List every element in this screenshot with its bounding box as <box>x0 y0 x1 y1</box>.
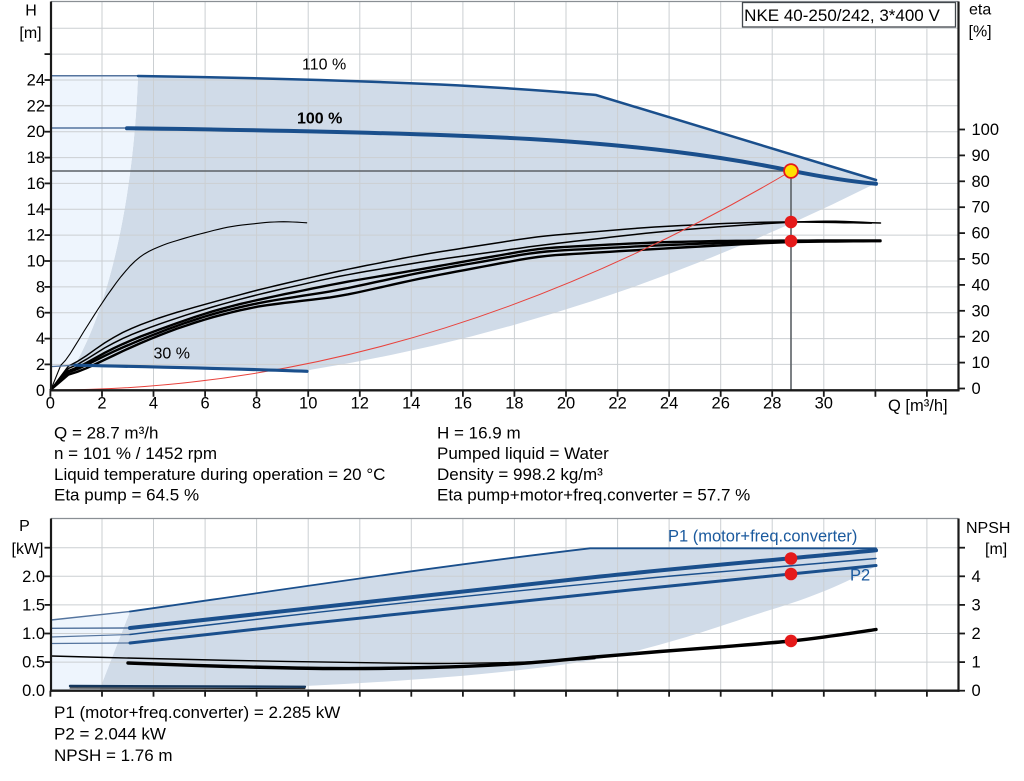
svg-text:40: 40 <box>972 276 990 294</box>
svg-text:22: 22 <box>608 395 626 413</box>
svg-text:H: H <box>25 3 37 20</box>
svg-text:16: 16 <box>27 175 45 193</box>
svg-text:12: 12 <box>27 227 45 245</box>
svg-text:n = 101 % / 1452 rpm: n = 101 % / 1452 rpm <box>54 444 217 463</box>
svg-text:[kW]: [kW] <box>12 541 44 558</box>
svg-text:100 %: 100 % <box>297 111 342 128</box>
svg-text:P: P <box>19 518 30 535</box>
svg-text:2: 2 <box>36 356 45 374</box>
svg-text:70: 70 <box>972 199 990 217</box>
svg-text:0.0: 0.0 <box>22 682 45 700</box>
svg-text:6: 6 <box>36 304 45 322</box>
svg-text:Eta pump+motor+freq.converter: Eta pump+motor+freq.converter = 57.7 % <box>437 486 750 505</box>
svg-text:14: 14 <box>402 395 420 413</box>
svg-text:3: 3 <box>972 596 981 614</box>
svg-text:P2 = 2.044 kW: P2 = 2.044 kW <box>54 725 166 744</box>
svg-text:30: 30 <box>972 302 990 320</box>
svg-text:4: 4 <box>36 330 45 348</box>
svg-text:0: 0 <box>36 382 45 400</box>
svg-text:1.5: 1.5 <box>22 596 45 614</box>
svg-text:Pumped liquid = Water: Pumped liquid = Water <box>437 444 609 463</box>
svg-text:50: 50 <box>972 251 990 269</box>
svg-text:22: 22 <box>27 97 45 115</box>
svg-text:Liquid temperature during oper: Liquid temperature during operation = 20… <box>54 465 385 484</box>
svg-text:12: 12 <box>351 395 369 413</box>
svg-text:20: 20 <box>27 123 45 141</box>
svg-text:0: 0 <box>46 395 55 413</box>
svg-text:20: 20 <box>557 395 575 413</box>
svg-text:0: 0 <box>972 380 981 398</box>
svg-text:1: 1 <box>972 654 981 672</box>
svg-text:Eta pump = 64.5 %: Eta pump = 64.5 % <box>54 486 199 505</box>
svg-text:2: 2 <box>972 625 981 643</box>
svg-text:26: 26 <box>712 395 730 413</box>
svg-text:[%]: [%] <box>969 24 992 41</box>
svg-text:Q [m³/h]: Q [m³/h] <box>888 397 948 415</box>
svg-text:1.0: 1.0 <box>22 625 45 643</box>
svg-text:100: 100 <box>972 121 1000 139</box>
svg-text:4: 4 <box>972 568 981 586</box>
svg-text:0.5: 0.5 <box>22 654 45 672</box>
svg-text:90: 90 <box>972 147 990 165</box>
svg-text:24: 24 <box>660 395 678 413</box>
svg-text:10: 10 <box>299 395 317 413</box>
svg-text:16: 16 <box>454 395 472 413</box>
svg-text:[m]: [m] <box>985 541 1007 558</box>
svg-text:NKE 40-250/242, 3*400 V: NKE 40-250/242, 3*400 V <box>744 6 940 25</box>
svg-text:P2: P2 <box>850 567 870 585</box>
svg-text:24: 24 <box>27 72 45 90</box>
svg-text:18: 18 <box>505 395 523 413</box>
svg-text:P1 (motor+freq.converter) = 2.: P1 (motor+freq.converter) = 2.285 kW <box>54 703 340 722</box>
svg-text:10: 10 <box>27 253 45 271</box>
svg-text:110 %: 110 % <box>302 57 346 74</box>
svg-text:eta: eta <box>969 2 991 19</box>
svg-text:10: 10 <box>972 354 990 372</box>
svg-text:H = 16.9 m: H = 16.9 m <box>437 424 521 443</box>
svg-text:P1 (motor+freq.converter): P1 (motor+freq.converter) <box>668 528 857 546</box>
svg-text:28: 28 <box>763 395 781 413</box>
svg-text:6: 6 <box>201 395 210 413</box>
svg-text:14: 14 <box>27 201 45 219</box>
svg-text:8: 8 <box>252 395 261 413</box>
svg-text:18: 18 <box>27 149 45 167</box>
svg-text:60: 60 <box>972 225 990 243</box>
svg-text:Q = 28.7 m³/h: Q = 28.7 m³/h <box>54 424 158 443</box>
svg-text:80: 80 <box>972 173 990 191</box>
svg-text:2.0: 2.0 <box>22 568 45 586</box>
svg-text:30 %: 30 % <box>154 346 190 363</box>
svg-text:NPSH: NPSH <box>966 520 1010 537</box>
svg-text:[m]: [m] <box>19 25 41 42</box>
svg-text:Density = 998.2 kg/m³: Density = 998.2 kg/m³ <box>437 465 603 484</box>
svg-text:NPSH = 1.76 m: NPSH = 1.76 m <box>54 746 173 765</box>
svg-text:2: 2 <box>97 395 106 413</box>
svg-text:8: 8 <box>36 278 45 296</box>
svg-text:30: 30 <box>815 395 833 413</box>
svg-text:0: 0 <box>972 682 981 700</box>
svg-text:20: 20 <box>972 328 990 346</box>
svg-text:4: 4 <box>149 395 158 413</box>
